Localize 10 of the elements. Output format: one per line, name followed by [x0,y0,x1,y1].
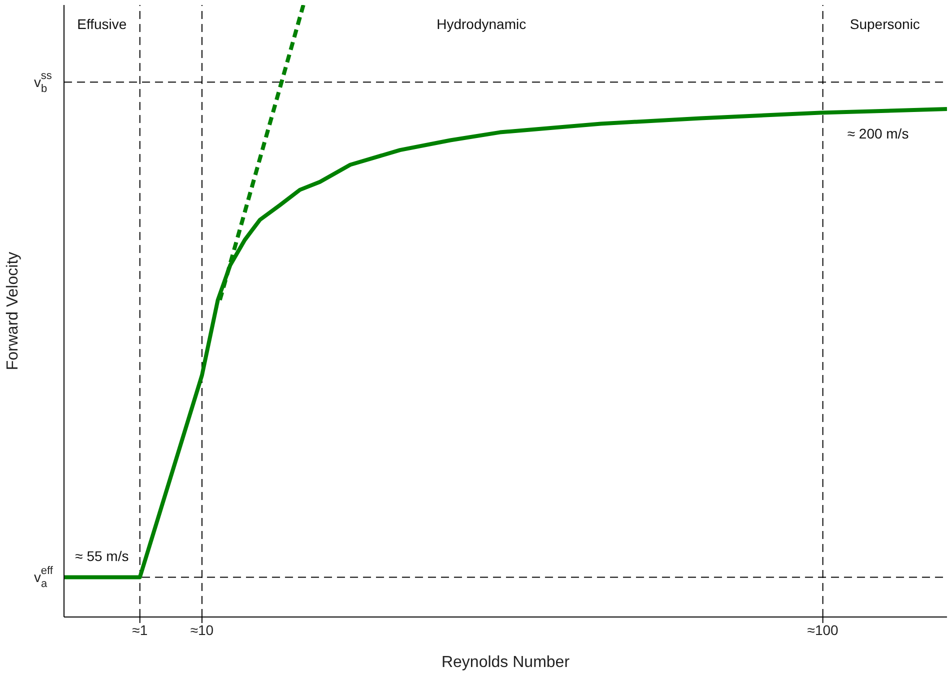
y-axis-title: Forward Velocity [4,252,22,370]
x-axis-title: Reynolds Number [441,654,570,671]
annotation: ≈ 200 m/s [847,126,909,142]
x-tick-label: ≈100 [807,622,839,638]
x-tick-label: ≈10 [190,622,214,638]
annotation: Effusive [77,16,127,32]
annotation: ≈ 55 m/s [75,548,129,564]
x-tick-label: ≈1 [132,622,148,638]
annotation: Supersonic [850,16,920,32]
annotation: Hydrodynamic [436,16,526,32]
